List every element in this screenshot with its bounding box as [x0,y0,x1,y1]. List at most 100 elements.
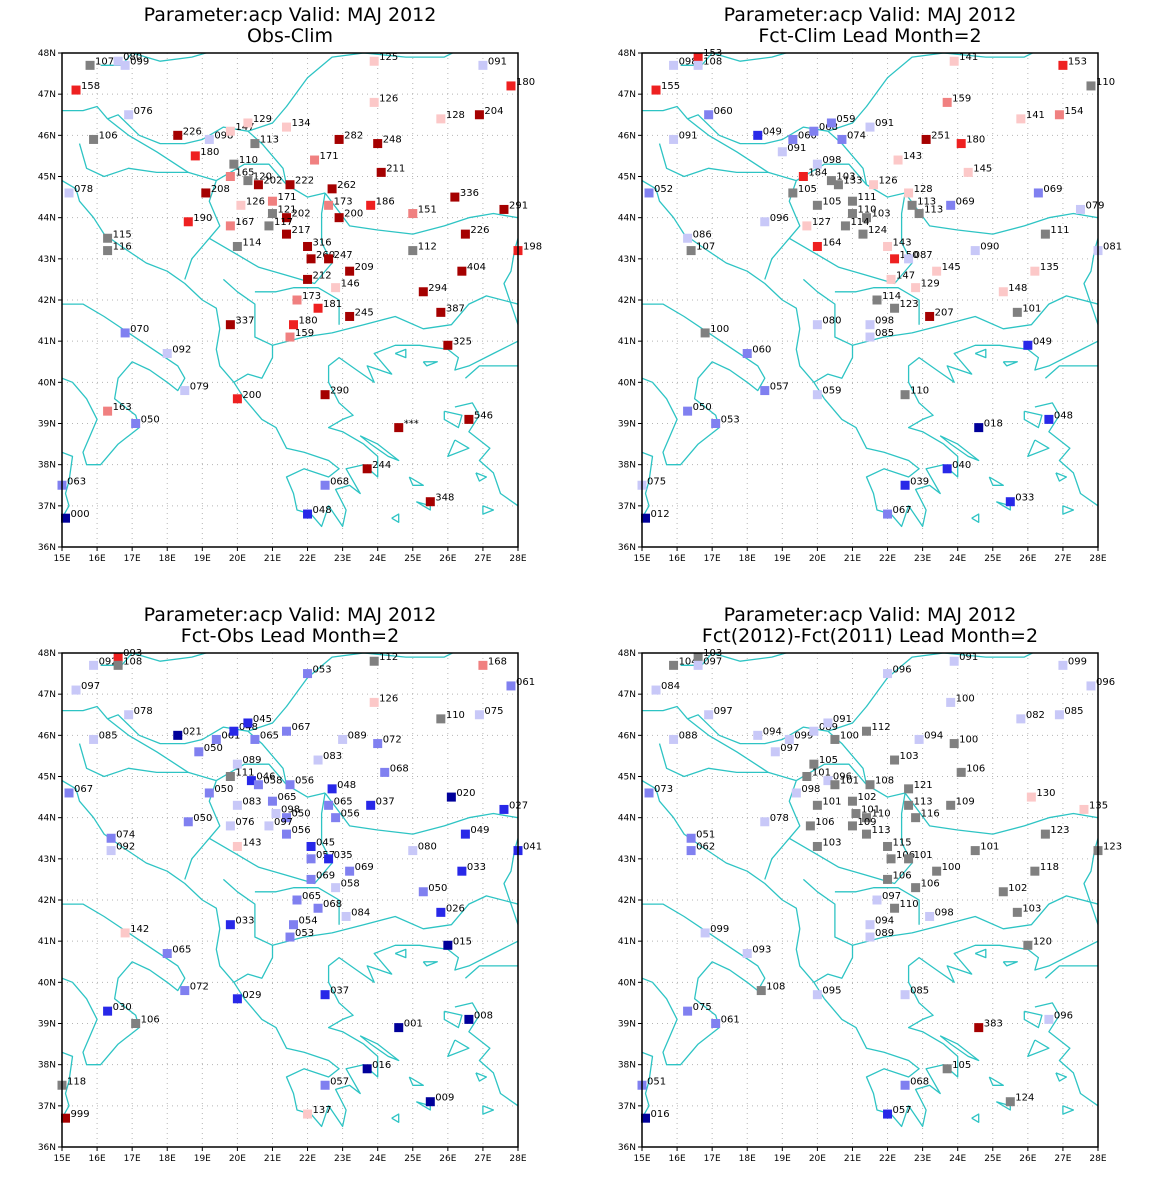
station-value-label: 113 [914,796,933,807]
station-marker [651,85,661,95]
coastline [394,948,407,959]
x-tick-label: 20E [809,1154,826,1164]
coastline [995,1101,1011,1111]
station-marker [506,681,516,691]
station-value-label: 091 [679,130,698,141]
y-tick-label: 41N [38,337,56,347]
coastline [687,114,829,145]
x-tick-label: 22E [299,554,316,564]
station-value-label: 130 [1036,788,1055,799]
station-value-label: 098 [281,805,300,816]
station-value-label: 096 [893,665,912,676]
station-value-label: 148 [1008,283,1027,294]
station-value-label: 123 [1050,825,1069,836]
station-marker [285,332,295,342]
station-marker [1040,229,1050,239]
station-value-label: 091 [959,652,978,663]
station-marker [320,1080,330,1090]
station-value-label: 387 [446,303,465,314]
station-value-label: 226 [470,225,489,236]
station-value-label: 057 [330,1076,349,1087]
station-value-label: 091 [875,118,894,129]
station-value-label: 099 [710,924,729,935]
station-value-label: 073 [654,784,673,795]
station-marker [103,1006,113,1016]
station-value-label: 204 [484,106,503,117]
station-value-label: 142 [130,924,149,935]
station-value-label: 198 [523,242,542,253]
coastline [1002,361,1018,367]
x-tick-label: 17E [704,1154,721,1164]
station-marker [264,221,274,231]
station-value-label: 121 [277,205,296,216]
station-marker [883,1109,893,1119]
x-tick-label: 19E [774,1154,791,1164]
y-tick-label: 41N [618,337,636,347]
station-value-label: 181 [323,299,342,310]
x-tick-label: 24E [949,1154,966,1164]
station-marker [243,718,253,728]
y-tick-label: 44N [618,214,636,224]
coastline [422,361,438,367]
station-value-label: 128 [446,110,465,121]
station-marker [204,788,214,798]
station-value-label: 033 [467,862,486,873]
station-marker [847,821,857,831]
station-value-label: 217 [291,225,310,236]
station-value-label: 128 [914,184,933,195]
station-value-label: 045 [316,837,335,848]
station-marker [380,767,390,777]
x-tick-label: 25E [404,554,421,564]
station-value-label: 098 [875,316,894,327]
y-tick-label: 43N [38,255,56,265]
station-value-label: 076 [134,106,153,117]
station-value-label: 105 [952,1060,971,1071]
station-marker [812,390,822,400]
x-tick-label: 22E [299,1154,316,1164]
station-value-label: 092 [99,656,118,667]
station-marker [306,254,316,264]
station-value-label: 116 [113,242,132,253]
coastline [415,501,431,511]
coastline [62,1051,74,1119]
coastline [233,945,274,983]
station-value-label: 173 [302,291,321,302]
station-marker [285,180,295,190]
coastline [1044,965,1098,979]
station-marker [281,726,291,736]
station-marker [1005,497,1015,507]
coastline [222,278,518,346]
station-marker [457,866,467,876]
station-value-label: 039 [910,476,929,487]
station-value-label: 098 [801,784,820,795]
y-tick-label: 46N [618,731,636,741]
station-marker [753,130,763,140]
y-tick-label: 36N [618,543,636,553]
station-marker [250,139,260,149]
y-tick-label: 36N [38,1143,56,1153]
station-value-label: 207 [935,307,954,318]
station-value-label: 200 [344,209,363,220]
y-tick-label: 46N [38,131,56,141]
station-marker [812,159,822,169]
y-tick-label: 43N [618,255,636,265]
y-tick-label: 37N [38,502,56,512]
coastline [988,476,1004,486]
station-value-label: 113 [260,135,279,146]
station-marker [232,800,242,810]
station-value-label: 113 [924,205,943,216]
station-marker [700,928,710,938]
station-marker [89,134,99,144]
station-marker [812,320,822,330]
x-tick-label: 17E [124,554,141,564]
x-tick-label: 18E [159,1154,176,1164]
station-value-label: 050 [693,402,712,413]
station-marker [788,188,798,198]
panel-title: Parameter:acp Valid: MAJ 2012 [724,604,1017,626]
station-marker [446,792,456,802]
station-value-label: 078 [770,813,789,824]
coastline [1034,402,1098,507]
station-value-label: 089 [348,730,367,741]
station-value-label: 112 [871,722,890,733]
